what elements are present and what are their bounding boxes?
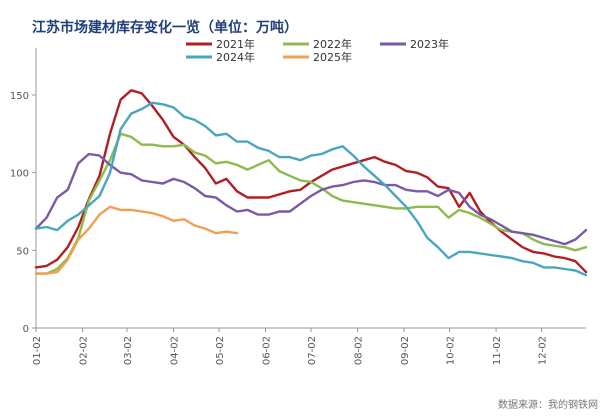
y-tick-label: 150	[10, 91, 29, 102]
x-tick-label: 10-02	[446, 336, 457, 365]
series-line-2022	[34, 132, 588, 275]
x-tick-label: 07-02	[307, 336, 318, 365]
x-tick-label: 05-02	[215, 336, 226, 365]
series-line-2025	[34, 205, 239, 275]
legend-label-2025: 2025年	[313, 50, 352, 64]
series-line-2023	[34, 152, 588, 246]
series-line-2024	[34, 101, 588, 277]
source-note: 数据来源：我的钢铁网	[498, 398, 598, 411]
series-layer	[34, 89, 588, 277]
x-tick-label: 04-02	[170, 336, 181, 365]
y-tick-label: 50	[16, 246, 29, 257]
x-tick-label: 01-02	[32, 336, 43, 365]
legend: 2021年 2022年 2023年 2024年 2025年	[186, 37, 449, 64]
legend-label-2022: 2022年	[313, 37, 352, 51]
x-tick-label: 09-02	[400, 336, 411, 365]
x-tick-label: 12-02	[538, 336, 549, 365]
x-tick-label: 03-02	[123, 336, 134, 365]
legend-label-2024: 2024年	[216, 50, 255, 64]
chart-title: 江苏市场建材库存变化一览（单位：万吨）	[32, 19, 298, 36]
legend-label-2023: 2023年	[410, 37, 449, 51]
y-tick-label: 100	[10, 169, 29, 180]
x-tick-label: 08-02	[354, 336, 365, 365]
x-tick-label: 02-02	[79, 336, 90, 365]
x-tick-label: 11-02	[492, 336, 503, 365]
legend-label-2021: 2021年	[216, 37, 255, 51]
y-tick-label: 0	[23, 324, 29, 335]
axes: 0 50 100 150 01-02 02-02 03-02 04-02 05-02 06-02 0…	[10, 48, 586, 365]
x-tick-label: 06-02	[262, 336, 273, 365]
